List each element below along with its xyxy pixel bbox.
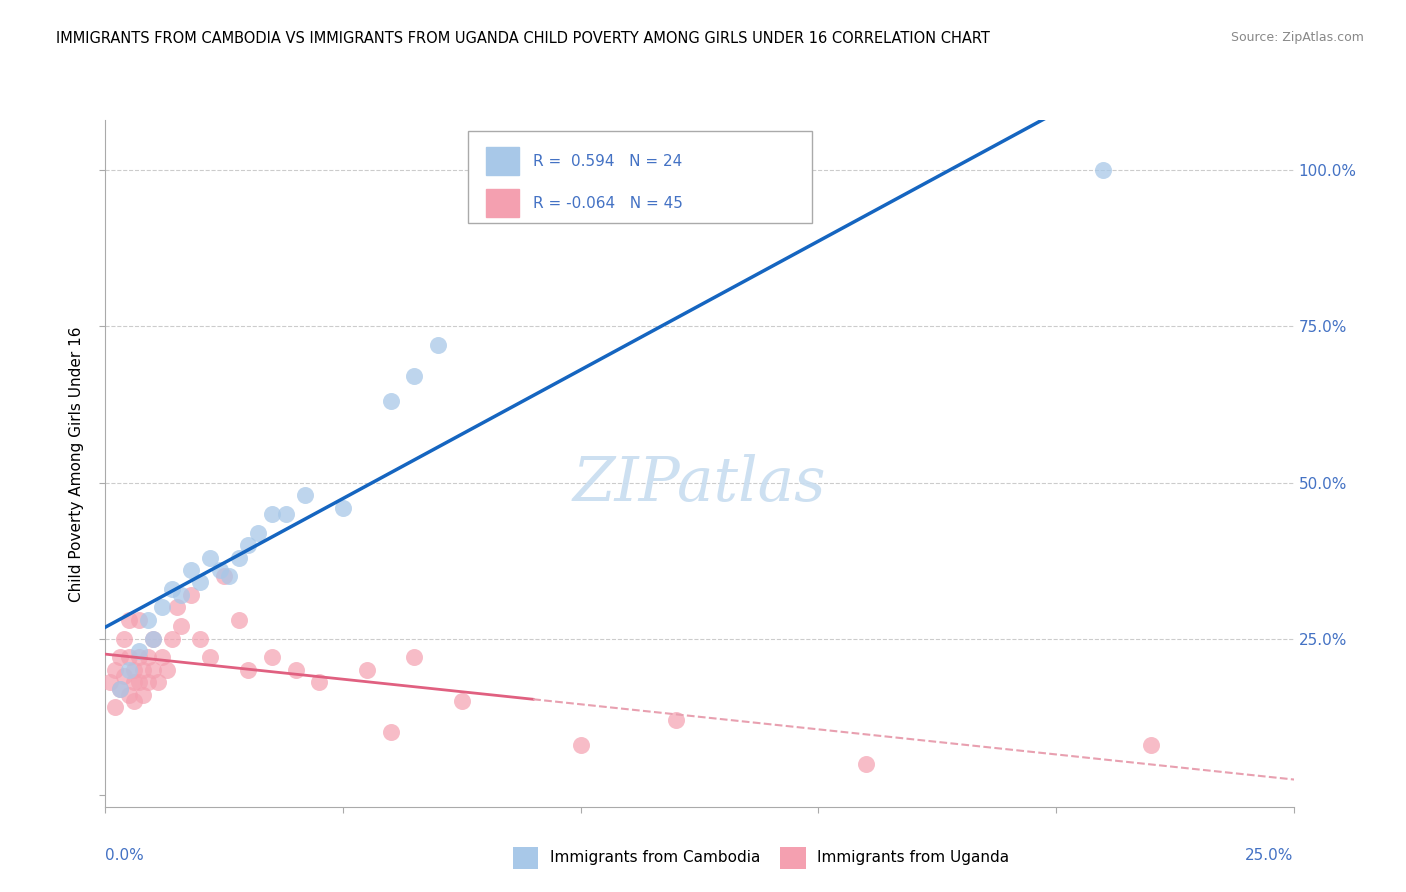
Point (190, 575, 212, 590)
Point (236, 538, 259, 552)
Point (180, 563, 202, 577)
Point (132, 663, 155, 677)
Point (108, 681, 131, 696)
Point (136, 613, 159, 627)
Point (142, 632, 165, 646)
Point (118, 688, 141, 702)
Y-axis label: Child Poverty Among Girls Under 16: Child Poverty Among Girls Under 16 (69, 326, 84, 601)
Point (246, 525, 269, 540)
Text: Immigrants from Cambodia: Immigrants from Cambodia (550, 850, 761, 864)
Point (122, 675, 145, 690)
Point (427, 338, 450, 352)
Point (294, 488, 316, 502)
Text: R = -0.064   N = 45: R = -0.064 N = 45 (533, 195, 683, 211)
Point (98, 675, 121, 690)
Point (118, 650, 141, 665)
Point (569, 738, 592, 752)
Point (274, 507, 297, 521)
Point (170, 588, 193, 602)
Point (132, 688, 155, 702)
Point (198, 650, 221, 665)
Text: Immigrants from Uganda: Immigrants from Uganda (817, 850, 1010, 864)
Point (128, 675, 150, 690)
Point (122, 663, 145, 677)
Point (228, 550, 250, 565)
Point (104, 700, 127, 714)
Point (665, 713, 688, 727)
Point (214, 569, 236, 583)
Point (198, 550, 221, 565)
Point (128, 613, 150, 627)
Point (166, 600, 188, 615)
Text: 0.0%: 0.0% (105, 848, 145, 863)
Point (380, 394, 402, 409)
Point (180, 588, 202, 602)
Point (114, 669, 136, 683)
Point (118, 613, 141, 627)
Point (108, 681, 131, 696)
Text: ZIPatlas: ZIPatlas (572, 454, 827, 515)
Text: IMMIGRANTS FROM CAMBODIA VS IMMIGRANTS FROM UGANDA CHILD POVERTY AMONG GIRLS UND: IMMIGRANTS FROM CAMBODIA VS IMMIGRANTS F… (56, 31, 990, 46)
Point (260, 650, 283, 665)
Text: 25.0%: 25.0% (1246, 848, 1294, 863)
Point (1092, 163, 1115, 178)
Point (114, 632, 136, 646)
Point (404, 369, 426, 384)
Text: R =  0.594   N = 24: R = 0.594 N = 24 (533, 153, 682, 169)
Point (236, 663, 259, 677)
Point (332, 500, 354, 515)
Point (152, 600, 174, 615)
Point (284, 663, 307, 677)
Bar (485, 189, 519, 217)
Point (156, 663, 179, 677)
Point (128, 644, 150, 658)
Point (450, 694, 472, 708)
Point (118, 663, 141, 677)
Point (260, 507, 283, 521)
Point (170, 619, 193, 633)
Text: Source: ZipAtlas.com: Source: ZipAtlas.com (1230, 31, 1364, 45)
Point (142, 663, 165, 677)
Point (1140, 738, 1163, 752)
Point (380, 725, 402, 739)
FancyBboxPatch shape (468, 131, 813, 224)
Point (104, 663, 127, 677)
Point (308, 675, 330, 690)
Point (128, 650, 150, 665)
Point (136, 650, 159, 665)
Point (136, 675, 159, 690)
Point (160, 582, 183, 596)
Point (108, 650, 131, 665)
Point (208, 563, 231, 577)
Point (146, 675, 169, 690)
Point (160, 632, 183, 646)
Point (218, 569, 240, 583)
Point (228, 613, 250, 627)
Point (190, 632, 212, 646)
Point (356, 663, 378, 677)
Point (152, 650, 174, 665)
Bar (485, 147, 519, 175)
Point (142, 632, 165, 646)
Point (855, 756, 877, 771)
Point (404, 650, 426, 665)
Point (122, 694, 145, 708)
